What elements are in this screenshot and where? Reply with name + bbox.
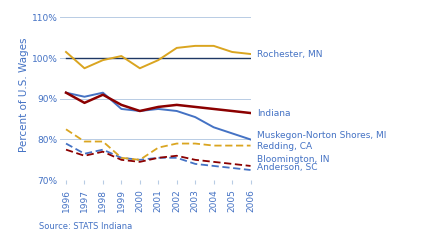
Text: Bloomington, IN: Bloomington, IN (257, 155, 330, 164)
Text: Anderson, SC: Anderson, SC (257, 164, 318, 173)
Y-axis label: Percent of U.S. Wages: Percent of U.S. Wages (19, 37, 29, 152)
Text: Muskegon-Norton Shores, MI: Muskegon-Norton Shores, MI (257, 131, 386, 140)
Text: Rochester, MN: Rochester, MN (257, 49, 323, 58)
Text: Redding, CA: Redding, CA (257, 142, 312, 151)
Text: Indiana: Indiana (257, 109, 290, 118)
Text: Source: STATS Indiana: Source: STATS Indiana (39, 222, 132, 231)
